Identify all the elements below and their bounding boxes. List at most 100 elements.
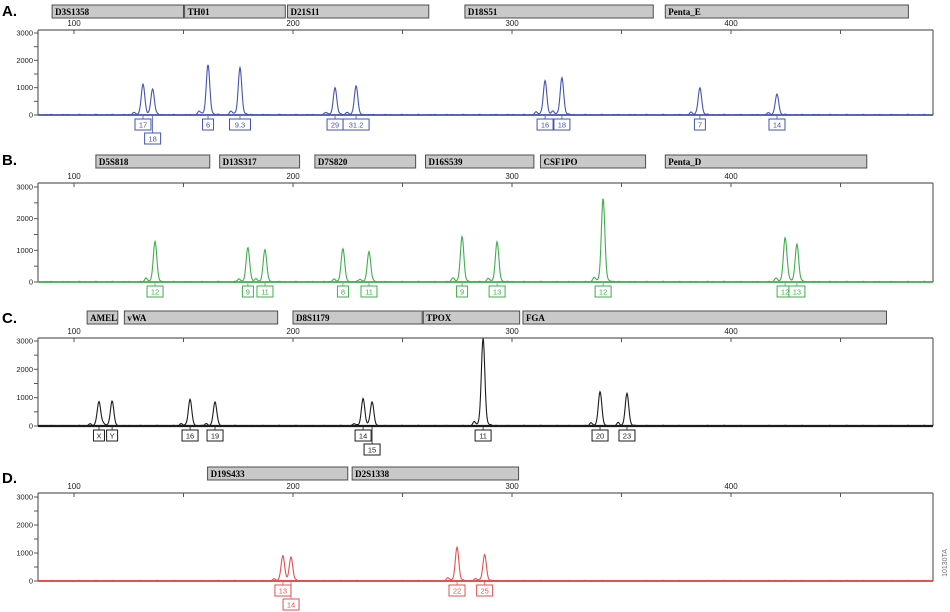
- x-tick-label: 400: [724, 482, 738, 491]
- y-tick-label: 3000: [16, 337, 33, 346]
- allele-box: [92, 429, 105, 442]
- allele-label: 18: [148, 135, 156, 144]
- marker-name: D5S818: [99, 157, 129, 167]
- marker-header-box: [422, 310, 521, 325]
- y-tick-label: 3000: [16, 183, 33, 192]
- allele-box: [134, 118, 152, 131]
- panel-letter: D.: [2, 470, 17, 487]
- allele-label: 7: [698, 121, 702, 130]
- trace-blue: [38, 64, 933, 116]
- y-tick-label: 0: [29, 111, 33, 120]
- marker-name: D2S1338: [355, 469, 390, 479]
- allele-box: [181, 429, 199, 442]
- x-tick-label: 300: [505, 19, 519, 28]
- marker-name: Penta_E: [668, 7, 701, 17]
- allele-label: 19: [211, 432, 219, 441]
- allele-box: [788, 285, 806, 298]
- y-tick-label: 1000: [16, 549, 33, 558]
- allele-label: 15: [368, 446, 376, 455]
- marker-name: TPOX: [426, 313, 452, 323]
- trace-black: [38, 338, 933, 427]
- panel-B: B. D5S818 D13S317 D7S820 D16S539 CSF1PO Penta_…: [2, 152, 934, 298]
- marker-name: vWA: [127, 313, 147, 323]
- y-tick-label: 2000: [16, 56, 33, 65]
- y-tick-label: 0: [29, 422, 33, 431]
- marker-name: D16S539: [428, 157, 463, 167]
- allele-box: [591, 429, 609, 442]
- allele-label: 13: [493, 288, 501, 297]
- allele-label: 13: [793, 288, 801, 297]
- allele-box: [241, 285, 254, 298]
- allele-box: [456, 285, 469, 298]
- allele-label: 31.2: [349, 121, 364, 130]
- allele-label: 11: [365, 288, 373, 297]
- x-tick-label: 200: [286, 19, 300, 28]
- allele-label: 11: [261, 288, 269, 297]
- x-tick-label: 400: [724, 19, 738, 28]
- x-tick-label: 100: [67, 172, 81, 181]
- marker-name: D13S317: [223, 157, 258, 167]
- allele-box: [256, 285, 274, 298]
- marker-header-box: [207, 466, 349, 481]
- allele-box: [488, 285, 506, 298]
- allele-box: [146, 285, 164, 298]
- x-tick-label: 400: [724, 172, 738, 181]
- allele-label: 23: [623, 432, 631, 441]
- marker-header-box: [292, 310, 423, 325]
- marker-name: D3S1358: [55, 7, 90, 17]
- allele-label: 13: [279, 587, 287, 596]
- y-tick-label: 1000: [16, 83, 33, 92]
- allele-label: 12: [781, 288, 789, 297]
- allele-label: 17: [139, 121, 147, 130]
- allele-box: [282, 598, 300, 611]
- allele-label: 16: [541, 121, 549, 130]
- allele-box: [336, 285, 349, 298]
- marker-name: TH01: [188, 7, 211, 17]
- y-tick-label: 2000: [16, 214, 33, 223]
- y-tick-label: 2000: [16, 521, 33, 530]
- marker-header-box: [424, 154, 535, 169]
- allele-box: [202, 118, 215, 131]
- panel-letter: B.: [2, 152, 17, 169]
- trace-red: [38, 545, 933, 582]
- x-tick-label: 300: [505, 172, 519, 181]
- marker-header-box: [314, 154, 417, 169]
- marker-header-box: [219, 154, 301, 169]
- allele-box: [476, 584, 494, 597]
- allele-label: 6: [206, 121, 210, 130]
- allele-label: 9.3: [235, 121, 245, 130]
- allele-label: 9: [460, 288, 464, 297]
- allele-box: [144, 132, 162, 145]
- y-tick-label: 1000: [16, 246, 33, 255]
- y-tick-label: 1000: [16, 393, 33, 402]
- allele-label: 9: [246, 288, 250, 297]
- marker-header-box: [522, 310, 887, 325]
- allele-label: 18: [558, 121, 566, 130]
- allele-box: [553, 118, 571, 131]
- marker-header-box: [664, 4, 909, 19]
- allele-box: [229, 118, 252, 131]
- marker-name: D8S1179: [296, 313, 330, 323]
- panel-A: A. D3S1358 TH01 D21S11 D18S51 Penta_E 100 200 30…: [2, 3, 934, 145]
- marker-header-box: [539, 154, 647, 169]
- panel-D: D. D19S433 D2S1338 100 200 300 400 3000 2000 1000…: [2, 466, 934, 611]
- x-tick-label: 300: [505, 482, 519, 491]
- x-tick-label: 400: [724, 327, 738, 336]
- allele-label: 20: [596, 432, 604, 441]
- marker-header-box: [86, 310, 119, 325]
- allele-label: 8: [341, 288, 345, 297]
- allele-box: [354, 429, 372, 442]
- allele-box: [594, 285, 612, 298]
- x-tick-label: 200: [286, 327, 300, 336]
- allele-label: 12: [151, 288, 159, 297]
- x-tick-label: 100: [67, 327, 81, 336]
- allele-label: 29: [331, 121, 339, 130]
- marker-name: CSF1PO: [543, 157, 577, 167]
- allele-label: 16: [186, 432, 194, 441]
- panel-letter: C.: [2, 310, 17, 327]
- x-tick-label: 100: [67, 19, 81, 28]
- y-tick-label: 3000: [16, 493, 33, 502]
- allele-box: [693, 118, 706, 131]
